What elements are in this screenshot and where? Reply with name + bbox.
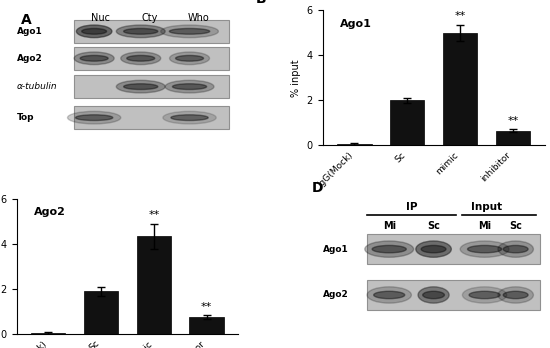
Text: Mi: Mi [383,221,396,231]
Ellipse shape [126,55,155,61]
Text: Ago2: Ago2 [34,207,66,218]
Text: Top: Top [16,113,34,122]
Bar [136,236,171,334]
Text: Ago1: Ago1 [16,27,42,36]
Bar [31,333,65,334]
Ellipse shape [76,25,112,38]
Ellipse shape [163,111,216,124]
Ellipse shape [80,55,108,61]
Bar [367,280,540,310]
Ellipse shape [117,25,165,38]
Bar [74,20,229,43]
Text: Ago2: Ago2 [323,291,348,300]
Ellipse shape [416,241,452,257]
Ellipse shape [121,52,161,65]
Ellipse shape [161,25,218,38]
Bar [190,317,224,334]
Text: **: ** [454,11,466,21]
Ellipse shape [165,80,214,93]
Text: Nuc: Nuc [91,13,111,23]
Bar [74,47,229,70]
Ellipse shape [460,241,509,257]
Text: Ago2: Ago2 [16,54,42,63]
Text: Who: Who [188,13,210,23]
Text: Mi: Mi [478,221,491,231]
Ellipse shape [124,84,158,89]
Y-axis label: % input: % input [291,59,301,97]
Text: Sc: Sc [509,221,522,231]
Ellipse shape [82,29,107,34]
Ellipse shape [169,52,210,65]
Ellipse shape [373,291,405,299]
Text: Ago1: Ago1 [340,19,372,29]
Ellipse shape [173,84,207,89]
Ellipse shape [503,245,528,253]
Ellipse shape [372,245,406,253]
Ellipse shape [171,115,208,120]
Text: **: ** [201,302,212,312]
Bar [496,131,530,145]
Ellipse shape [498,287,534,303]
Ellipse shape [469,291,500,299]
Text: Cty: Cty [141,13,158,23]
Ellipse shape [74,52,114,65]
Bar [367,234,540,264]
Bar [337,144,371,145]
Ellipse shape [503,291,528,299]
Bar [443,33,477,145]
Text: Ago1: Ago1 [323,245,348,254]
Ellipse shape [463,287,507,303]
Ellipse shape [468,245,502,253]
Bar [390,100,425,145]
Ellipse shape [68,111,121,124]
Ellipse shape [423,291,444,299]
Ellipse shape [421,245,446,253]
Bar [84,291,118,334]
Text: α-tubulin: α-tubulin [16,82,57,91]
Ellipse shape [365,241,414,257]
Ellipse shape [418,287,449,303]
Ellipse shape [117,80,165,93]
Ellipse shape [75,115,113,120]
Text: IP: IP [406,202,417,212]
Text: Sc: Sc [427,221,440,231]
Ellipse shape [175,55,204,61]
Ellipse shape [124,29,158,34]
Text: B: B [256,0,267,6]
Text: Input: Input [471,202,502,212]
Bar [74,75,229,98]
Text: D: D [311,181,323,195]
Ellipse shape [498,241,534,257]
Text: **: ** [148,210,160,220]
Ellipse shape [169,29,210,34]
Text: **: ** [507,116,519,126]
Ellipse shape [367,287,411,303]
Bar [74,106,229,129]
Text: A: A [21,13,32,27]
